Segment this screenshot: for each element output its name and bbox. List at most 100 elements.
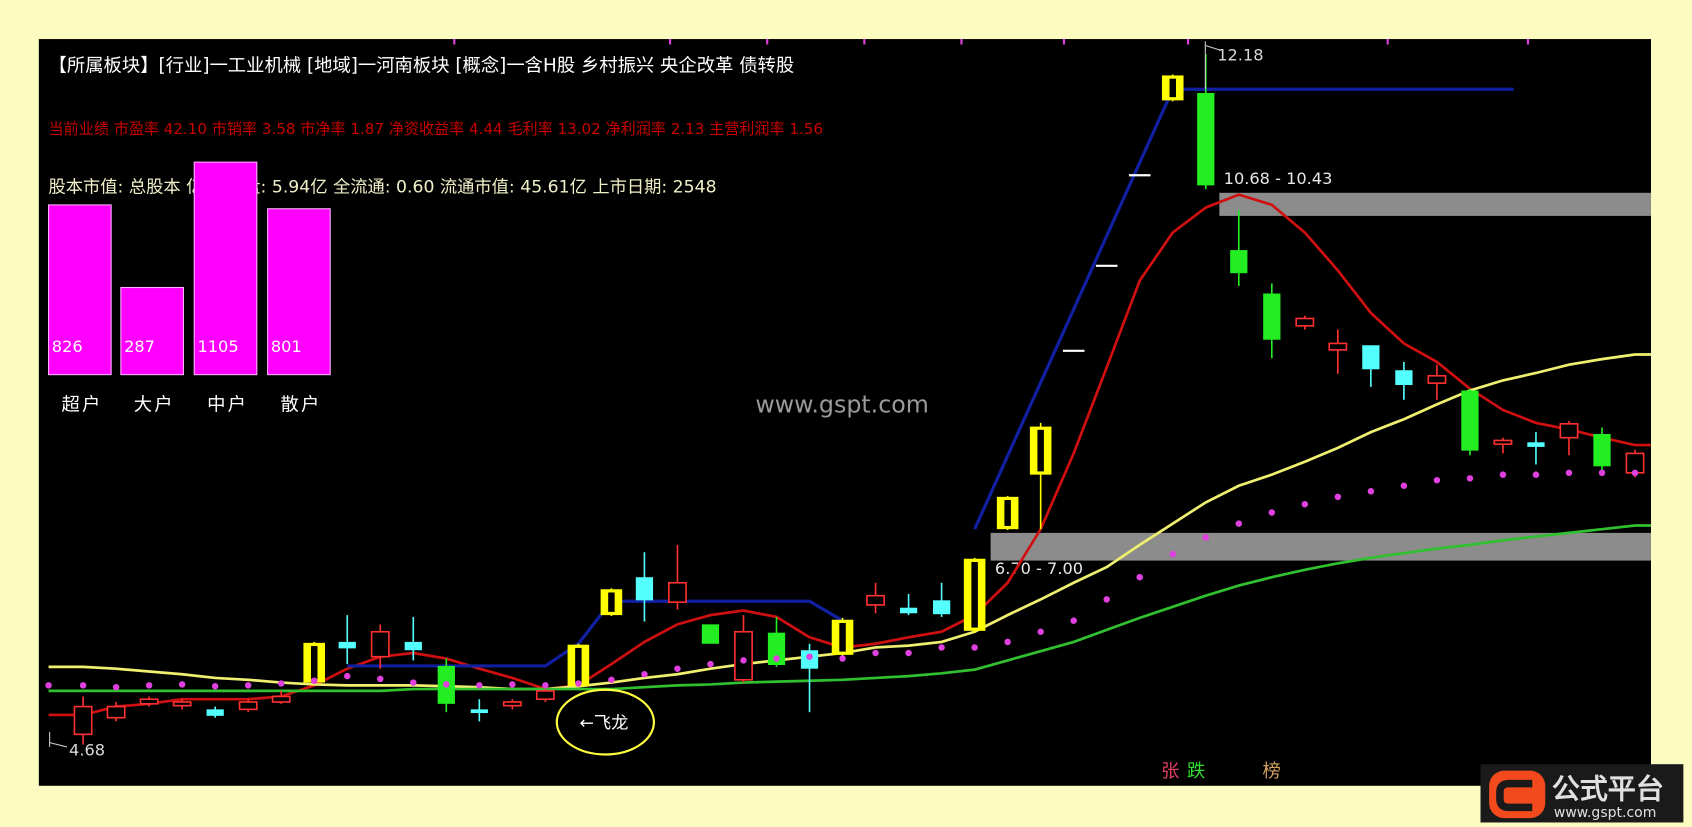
indicator-dot <box>1466 475 1474 482</box>
moving-average-line <box>48 524 1651 693</box>
candle <box>1593 427 1611 471</box>
indicator-dot <box>1367 488 1375 495</box>
candle <box>470 699 488 722</box>
indicator-dot <box>1202 534 1210 541</box>
indicator-dot <box>45 682 52 689</box>
candle-body <box>1197 92 1215 186</box>
candle <box>866 582 886 614</box>
top-tick-mark <box>863 39 866 45</box>
holder-bar <box>48 204 112 376</box>
indicator-dot <box>377 675 384 683</box>
holder-bar-label: 大户 <box>134 394 175 415</box>
indicator-dot <box>839 655 846 662</box>
candle-body <box>535 690 555 701</box>
indicator-dot <box>344 672 351 680</box>
indicator-dot <box>1037 628 1044 635</box>
holder-bar-label: 散户 <box>281 394 322 415</box>
candle-stripe <box>1037 429 1044 472</box>
candle <box>831 617 854 657</box>
top-tick-mark <box>1526 39 1530 45</box>
indicator-dot <box>1268 509 1276 516</box>
capital-info: 股本市值: 总股本 亿 流通盘: 5.94亿 全流通: 0.60 流通市值: 4… <box>49 177 717 197</box>
candle-body <box>1328 342 1348 351</box>
svg-text:12.18: 12.18 <box>1217 46 1263 65</box>
candle-stripe <box>1169 78 1176 98</box>
indicator-dot <box>1532 471 1540 478</box>
candle-body <box>1427 374 1447 384</box>
candle-body <box>206 709 224 716</box>
top-tick-mark <box>1062 39 1066 45</box>
price-zone-label: 6.70 - 7.00 <box>995 559 1083 578</box>
indicator-dot <box>476 682 483 689</box>
candle-body <box>404 641 422 651</box>
watermark: www.gspt.com <box>755 390 929 418</box>
candle <box>600 588 623 617</box>
candle-body <box>635 577 654 601</box>
candle <box>1461 388 1479 456</box>
candle <box>899 593 918 616</box>
candle-body <box>271 695 291 703</box>
candle-body <box>139 698 159 705</box>
candle <box>1161 74 1184 102</box>
holder-bar-label: 超户 <box>62 394 103 415</box>
candle <box>206 706 224 718</box>
candle-body <box>734 630 753 681</box>
candle-body <box>1461 390 1479 451</box>
indicator-dot <box>1136 573 1143 581</box>
indicator-dot <box>608 676 615 684</box>
candle <box>1263 283 1281 359</box>
candle-body <box>1295 317 1315 327</box>
candle <box>172 699 192 710</box>
svg-text:4.68: 4.68 <box>69 741 105 760</box>
indicator-dot <box>310 677 318 684</box>
indicator-dot <box>1301 500 1309 508</box>
candle-body <box>668 581 687 603</box>
indicator-dot <box>1499 471 1507 478</box>
indicator-dot <box>509 681 516 688</box>
indicator-dot <box>971 644 978 651</box>
indicator-dot <box>1400 482 1408 489</box>
indicator-dot <box>575 680 582 687</box>
candle-body <box>1527 442 1545 447</box>
candle-body <box>172 701 192 707</box>
svg-text:公式平台: 公式平台 <box>1552 773 1664 806</box>
finance-info: 当前业绩 市盈率 42.10 市销率 3.58 市净率 1.87 净资收益率 4… <box>49 120 823 138</box>
candle-body <box>470 709 488 714</box>
holder-bar-value: 1105 <box>197 337 238 356</box>
candle <box>535 689 555 702</box>
candle <box>106 701 126 722</box>
candle-body <box>866 594 886 606</box>
candle <box>139 696 159 707</box>
indicator-dot <box>773 655 780 662</box>
indicator-dot <box>905 649 912 657</box>
indicator-dot <box>707 660 714 668</box>
holder-bar <box>120 286 184 376</box>
price-zone-label: 10.68 - 10.43 <box>1224 169 1333 188</box>
candle-stripe <box>971 561 978 628</box>
candle <box>1328 329 1348 374</box>
candle-body <box>502 701 522 707</box>
bottom-mark: 跌 <box>1187 761 1205 782</box>
candle-body <box>1230 250 1248 274</box>
candle-stripe <box>575 647 582 684</box>
indicator-dot <box>443 681 450 688</box>
candle-stripe <box>608 592 615 612</box>
candle-body <box>1263 293 1281 340</box>
svg-text:www.gspt.com: www.gspt.com <box>1554 805 1657 821</box>
candle-body <box>701 624 720 644</box>
candle <box>1295 315 1315 330</box>
holder-bar-label: 中户 <box>207 394 248 415</box>
candle-body <box>932 600 951 615</box>
candle-body <box>1493 439 1513 445</box>
candle-body <box>1593 433 1611 467</box>
indicator-dot <box>1631 469 1639 477</box>
candle <box>1029 422 1052 530</box>
candle <box>635 552 654 622</box>
candle-body <box>1559 423 1579 439</box>
svg-text:←飞龙: ←飞龙 <box>579 714 628 734</box>
indicator-dot <box>1103 596 1110 603</box>
candle-stripe <box>1004 500 1011 526</box>
indicator-dot <box>1169 550 1176 558</box>
indicator-dot <box>1070 617 1077 624</box>
